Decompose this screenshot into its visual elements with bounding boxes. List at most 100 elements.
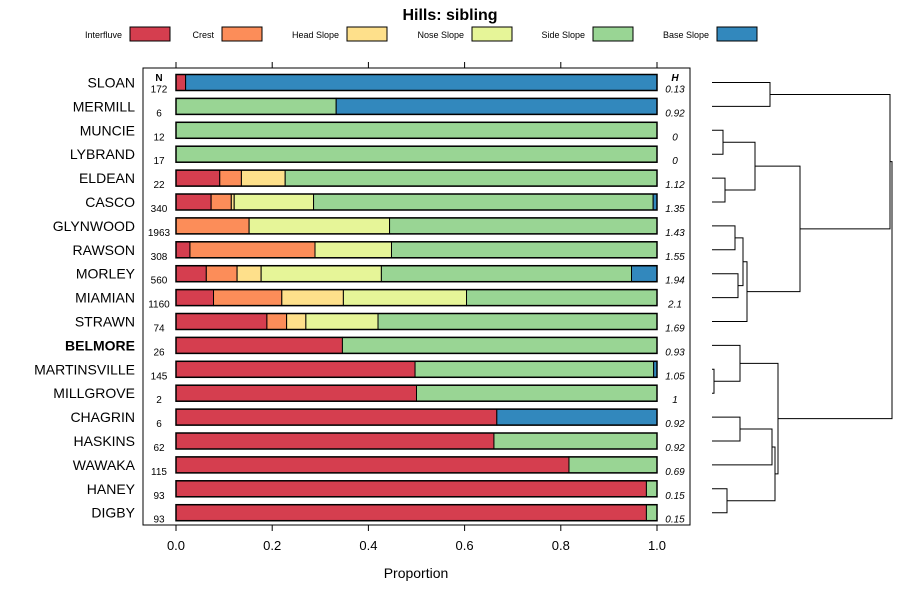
row-label: MORLEY	[76, 266, 136, 282]
bar-outline	[175, 384, 658, 402]
row-label: GLYNWOOD	[53, 218, 135, 234]
row-n-value: 340	[151, 204, 168, 215]
row-h-value: 1.55	[665, 252, 685, 263]
row-label: SLOAN	[88, 75, 135, 91]
x-axis: 0.0 0.2 0.4 0.6 0.8 1.0	[167, 62, 666, 553]
row-morley: MORLEY 560 1.94	[76, 264, 685, 287]
bar-segment-interfluve	[175, 384, 417, 402]
row-millgrove: MILLGROVE 2 1	[53, 384, 678, 406]
bar-segment-side-slope	[313, 193, 654, 211]
dendrogram-branch	[712, 416, 741, 442]
bar-segment-interfluve	[175, 74, 187, 91]
row-n-value: 308	[151, 252, 168, 263]
bar-segment-crest	[205, 265, 238, 283]
row-label: MILLGROVE	[53, 385, 135, 401]
row-label: MARTINSVILLE	[34, 361, 135, 377]
dendrogram-branch	[712, 344, 741, 382]
row-n-value: 93	[153, 515, 165, 526]
bar-segment-interfluve	[175, 408, 498, 426]
bar-outline	[175, 97, 658, 116]
bar-segment-interfluve	[175, 336, 343, 354]
bar-segment-head-slope	[286, 313, 307, 330]
row-h-value: 0.15	[665, 515, 685, 526]
bar-segment-side-slope	[645, 480, 658, 498]
bar-segment-side-slope	[341, 336, 658, 354]
bar-segment-side-slope	[380, 265, 633, 283]
bar-segment-side-slope	[416, 384, 658, 402]
bar-outline	[175, 336, 658, 355]
row-label: RAWSON	[73, 242, 135, 258]
row-eldean: ELDEAN 22 1.12	[79, 169, 685, 191]
row-wawaka: WAWAKA 115 0.69	[73, 456, 685, 478]
bar-segment-interfluve	[175, 241, 191, 259]
dendrogram-branch	[712, 488, 728, 514]
bar-segment-interfluve	[175, 480, 647, 498]
row-h-value: 0.13	[665, 85, 685, 96]
x-tick-label-0: 0.0	[167, 538, 185, 553]
row-n-value: 26	[153, 347, 165, 358]
dendrogram-branch	[712, 261, 748, 322]
row-label: WAWAKA	[73, 457, 136, 473]
bar-segment-interfluve	[175, 456, 570, 474]
row-sloan: SLOAN 172 0.13	[88, 73, 685, 96]
row-n-value: 6	[156, 419, 162, 430]
dendrogram-branch	[778, 161, 893, 420]
row-n-value: 62	[153, 443, 165, 454]
row-glynwood: GLYNWOOD 1963 1.43	[53, 217, 685, 239]
bar-segment-crest	[189, 241, 316, 259]
legend-label-5: Base Slope	[663, 30, 709, 40]
dendrogram-branch	[712, 368, 715, 394]
bar-segment-side-slope	[493, 432, 658, 450]
row-h-value: 2.1	[667, 300, 682, 311]
bar-segment-base-slope	[631, 265, 658, 283]
bar-outline	[175, 408, 658, 426]
row-haskins: HASKINS 62 0.92	[74, 432, 685, 454]
row-strawn: STRAWN 74 1.69	[75, 312, 685, 335]
bar-segment-side-slope	[175, 145, 658, 163]
row-label: CHAGRIN	[70, 409, 135, 425]
bar-outline	[175, 193, 658, 211]
row-n-value: 74	[153, 324, 165, 335]
row-n-value: 6	[156, 108, 162, 119]
row-n-value: 17	[153, 156, 165, 167]
dendrogram-branch	[723, 141, 756, 191]
row-muncie: MUNCIE 12 0	[80, 121, 678, 143]
bar-segment-side-slope	[175, 121, 658, 139]
row-n-value: 93	[153, 491, 165, 502]
row-n-value: 22	[153, 180, 165, 191]
row-label: STRAWN	[75, 314, 135, 330]
x-tick-label-2: 0.4	[359, 538, 377, 553]
bar-segment-side-slope	[377, 313, 658, 330]
row-n-value: 115	[151, 467, 167, 478]
legend-swatch-0	[129, 26, 171, 42]
row-belmore: BELMORE 26 0.93	[65, 336, 685, 358]
bar-segment-side-slope	[568, 456, 658, 474]
bar-segment-base-slope	[496, 408, 658, 426]
bar-outline	[175, 480, 658, 498]
bar-segment-side-slope	[175, 97, 337, 115]
row-h-value: 0	[672, 156, 678, 167]
bar-segment-crest	[266, 313, 288, 330]
row-chagrin: CHAGRIN 6 0.92	[70, 408, 685, 430]
h-column-header: H	[671, 73, 679, 84]
x-tick-label-3: 0.6	[456, 538, 474, 553]
bar-outline	[175, 264, 658, 283]
row-h-value: 0.93	[665, 347, 685, 358]
dendrogram	[712, 82, 893, 514]
row-n-value: 1160	[148, 300, 170, 311]
row-h-value: 0.15	[665, 491, 685, 502]
row-h-value: 0.69	[665, 467, 685, 478]
dendrogram-branch	[712, 82, 771, 107]
row-miamian: MIAMIAN 1160 2.1	[75, 288, 682, 311]
dendrogram-branch	[712, 428, 773, 466]
dendrogram-branch	[712, 273, 739, 299]
row-h-value: 0.92	[665, 108, 685, 119]
bar-segment-interfluve	[175, 265, 207, 283]
legend-label-0: Interfluve	[85, 30, 122, 40]
bar-outline	[175, 312, 658, 331]
legend: Interfluve Crest Head Slope Nose Slope Side …	[85, 26, 758, 42]
dendrogram-branch	[727, 446, 776, 502]
row-label: DIGBY	[91, 505, 135, 521]
row-n-value: 145	[151, 371, 168, 382]
